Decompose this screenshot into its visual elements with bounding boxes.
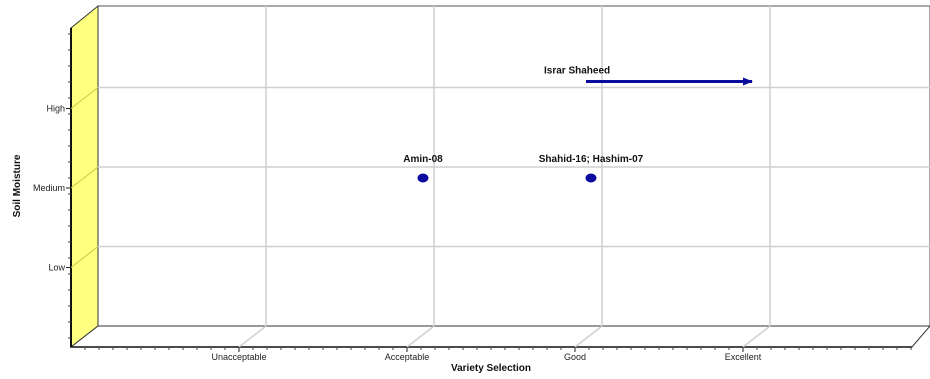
x-tick-label: Excellent — [725, 352, 762, 362]
gridline-x-floor — [574, 325, 603, 348]
data-point-label: Amin-08 — [403, 154, 443, 165]
gridline-x-floor — [742, 325, 771, 348]
x-axis-title: Variety Selection — [451, 363, 531, 374]
x-tick-label: Good — [564, 352, 586, 362]
y-tick-label: High — [46, 104, 65, 114]
data-point — [417, 173, 429, 183]
gridline-x-floor — [238, 325, 267, 348]
back-wall — [97, 5, 930, 327]
data-point — [585, 173, 597, 183]
side-wall — [70, 4, 99, 349]
data-point-label: Shahid-16; Hashim-07 — [539, 154, 644, 165]
gridline-x-floor — [406, 325, 435, 348]
x-tick-label: Acceptable — [385, 352, 430, 362]
y-tick-label: Medium — [33, 183, 65, 193]
gridline-y-wall — [70, 166, 99, 189]
floor — [69, 325, 930, 348]
x-tick-label: Unacceptable — [211, 352, 266, 362]
gridline-y-wall — [70, 246, 99, 268]
data-arrow-label: Israr Shaheed — [544, 66, 610, 77]
gridline-y-wall — [70, 87, 99, 109]
y-axis-title: Soil Moisture — [12, 154, 23, 217]
y-tick-label: Low — [48, 263, 65, 273]
